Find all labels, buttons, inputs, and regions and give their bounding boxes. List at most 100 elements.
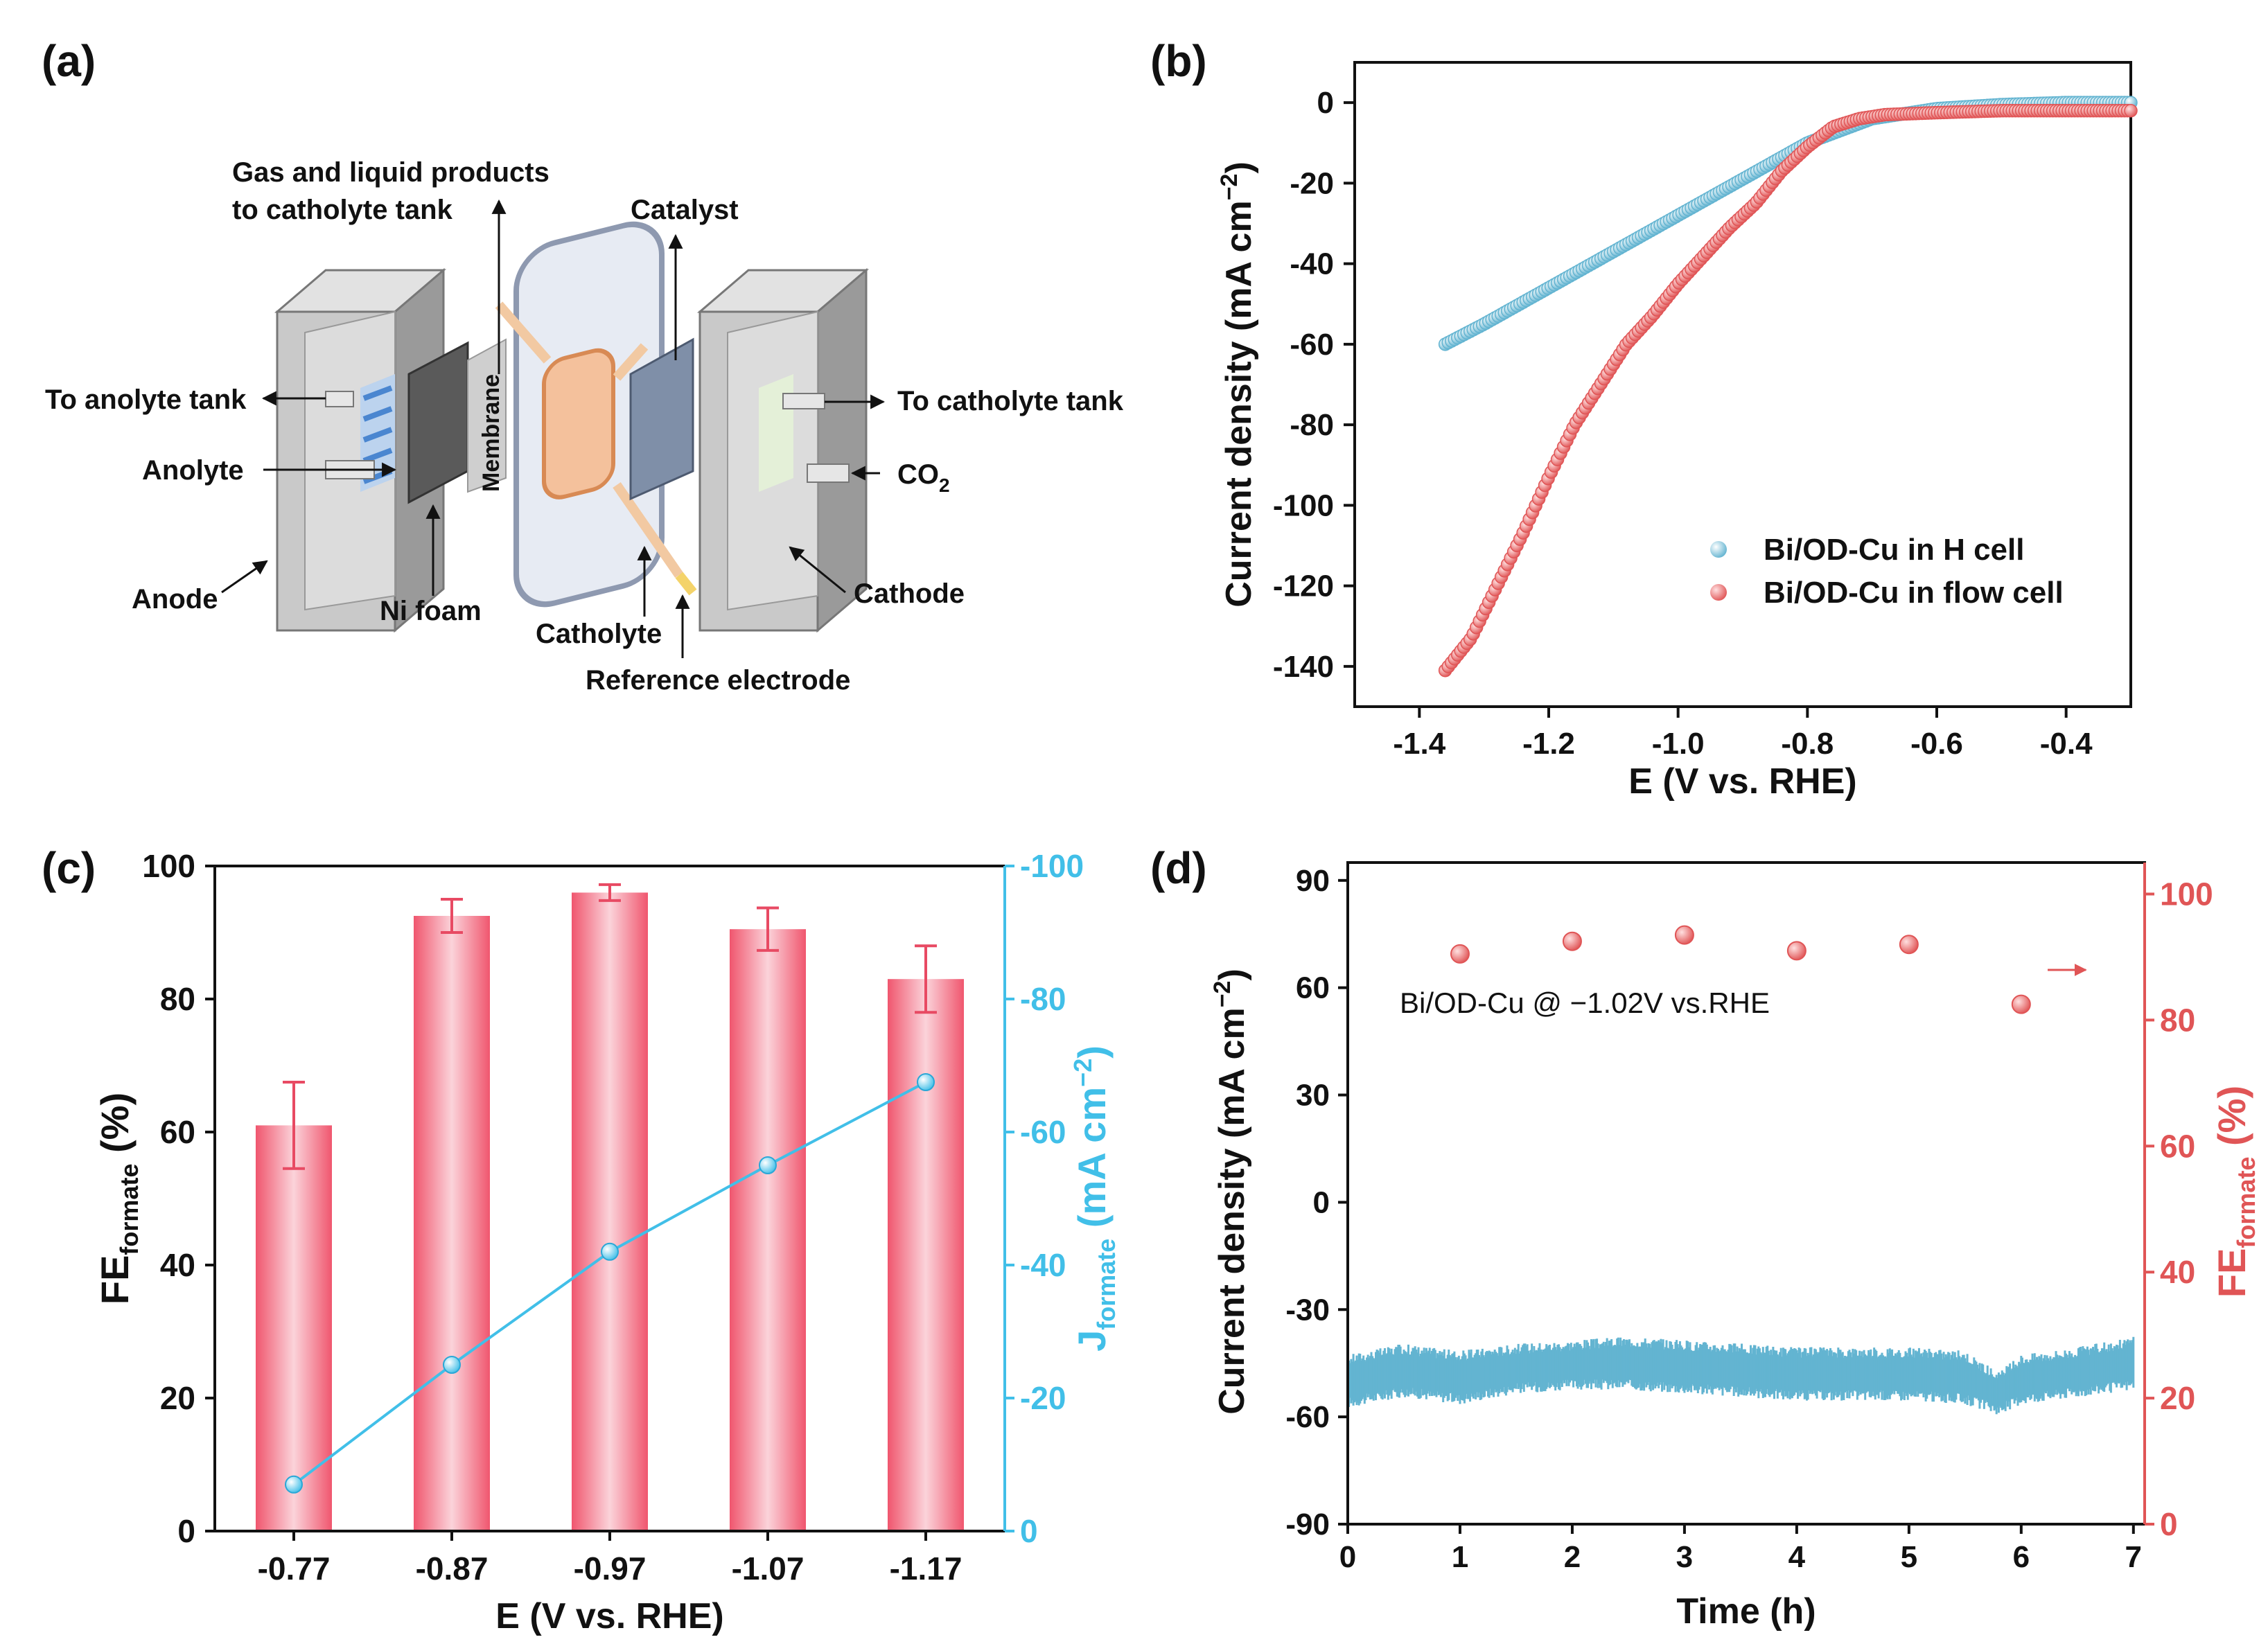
fe-y-axis-label: FEformate (%) — [93, 1093, 143, 1305]
fe-x-tick-label: -0.77 — [258, 1550, 331, 1586]
lsv-y-tick-label: -40 — [1290, 247, 1334, 281]
catholyte-outlet-port — [782, 393, 825, 409]
fe-formate-point — [1899, 935, 1919, 955]
stability-plot-frame — [1346, 861, 2146, 1526]
lsv-y-axis-label: Current density (mA cm−2) — [1216, 161, 1259, 608]
lsv-x-tick-label: -0.4 — [2040, 727, 2093, 761]
lsv-x-tick-label: -0.6 — [1910, 727, 1963, 761]
label-anode: Anode — [132, 584, 218, 615]
fe-bar — [414, 916, 490, 1531]
fe-y-tick-label: 100 — [142, 848, 195, 884]
fe-y-tick-label: 80 — [160, 981, 195, 1017]
fe-y-tick-label: 40 — [160, 1247, 195, 1283]
j-formate-point — [285, 1475, 303, 1494]
current-density-trace — [1346, 1336, 2135, 1415]
lsv-plot-frame — [1353, 61, 2132, 708]
stability-y-tick-label: 0 — [1313, 1185, 1330, 1219]
label-to-anolyte: To anolyte tank — [45, 385, 247, 415]
legend-marker-h-cell — [1710, 541, 1727, 558]
j-formate-point — [759, 1156, 777, 1174]
flow-cell-schematic: Gas and liquid products to catholyte tan… — [45, 157, 1124, 696]
catalyst-gdl — [629, 337, 694, 501]
stability-x-tick-label: 5 — [1901, 1540, 1917, 1574]
label-catalyst: Catalyst — [631, 195, 739, 225]
fe-x-tick-label: -1.07 — [732, 1550, 805, 1586]
lsv-x-tick-label: -1.2 — [1522, 727, 1575, 761]
j-formate-point — [443, 1356, 461, 1374]
label-ni-foam: Ni foam — [380, 596, 482, 626]
stability-y-axis-label: Current density (mA cm−2) — [1209, 969, 1252, 1415]
stability-y2-axis-label: FEformate (%) — [2210, 1086, 2260, 1298]
j-y-tick-label: -100 — [1020, 848, 1084, 884]
fe-bar — [256, 1125, 332, 1531]
fe-formate-point — [1786, 941, 1807, 961]
panel-label-a: (a) — [42, 36, 96, 86]
j-y-axis-label: Jformate (mA cm−2) — [1069, 1045, 1120, 1352]
lsv-x-tick-label: -1.0 — [1652, 727, 1705, 761]
j-y-tick-label: -80 — [1020, 981, 1066, 1017]
panel-label-b: (b) — [1150, 36, 1207, 86]
stability-y2-tick-label: 20 — [2160, 1380, 2195, 1416]
stability-y-tick-label: -90 — [1285, 1508, 1330, 1541]
stability-y2-tick-label: 100 — [2160, 876, 2213, 912]
fe-bar-group — [572, 883, 648, 1531]
label-products-line1: Gas and liquid products — [232, 157, 550, 188]
j-formate-point — [917, 1073, 935, 1091]
fe-bar-chart: -0.77 -0.87 -0.97 -1.07 -1.17 0 20 40 60 80 100 0 -2… — [93, 848, 1120, 1636]
fe-x-tick-label: -0.87 — [416, 1550, 489, 1586]
stability-x-tick-label: 7 — [2125, 1540, 2142, 1574]
stability-y2-tick-label: 0 — [2160, 1506, 2178, 1542]
fe-formate-point — [1674, 925, 1694, 945]
lsv-series-h-cell — [1438, 96, 2138, 351]
stability-y-tick-label: -30 — [1285, 1293, 1330, 1327]
lsv-x-tick-label: -1.4 — [1393, 727, 1445, 761]
fe-bar — [730, 929, 806, 1531]
stability-x-tick-label: 0 — [1339, 1540, 1356, 1574]
fe-bar-group — [256, 1081, 332, 1531]
fe-y-tick-label: 20 — [160, 1380, 195, 1416]
lsv-x-axis-label: E (V vs. RHE) — [1628, 761, 1856, 802]
stability-y-tick-label: 60 — [1296, 971, 1330, 1005]
lsv-y-tick-label: -20 — [1290, 166, 1334, 200]
label-reference-electrode: Reference electrode — [586, 665, 850, 696]
lsv-y-tick-label: -60 — [1290, 328, 1334, 362]
lsv-legend: Bi/OD-Cu in H cell Bi/OD-Cu in flow cell — [1710, 533, 2064, 610]
catholyte-chamber — [495, 221, 697, 608]
stability-y2-tick-label: 80 — [2160, 1002, 2195, 1038]
stability-x-axis-label: Time (h) — [1676, 1591, 1816, 1632]
stability-x-tick-label: 3 — [1676, 1540, 1693, 1574]
legend-label-h-cell: Bi/OD-Cu in H cell — [1764, 533, 2024, 567]
legend-marker-flow-cell — [1710, 584, 1727, 601]
stability-x-tick-label: 1 — [1452, 1540, 1468, 1574]
stability-x-tick-label: 2 — [1564, 1540, 1581, 1574]
fe-y-tick-label: 0 — [177, 1513, 195, 1549]
fe-x-tick-label: -1.17 — [890, 1550, 962, 1586]
cathode-arrow — [789, 546, 846, 594]
stability-y2-tick-label: 40 — [2160, 1254, 2195, 1290]
lsv-y-tick-label: -80 — [1290, 408, 1334, 442]
fe-formate-point — [1450, 944, 1470, 964]
stability-y-tick-label: -60 — [1285, 1400, 1330, 1434]
j-y-tick-label: 0 — [1020, 1513, 1038, 1549]
lsv-chart: -1.4 -1.2 -1.0 -0.8 -0.6 -0.4 0 -20 -40 -60 -80 -10… — [1216, 61, 2138, 802]
stability-y-tick-label: 30 — [1296, 1079, 1330, 1113]
label-catholyte: Catholyte — [536, 619, 662, 649]
lsv-data-point — [2124, 104, 2138, 118]
label-membrane: Membrane — [478, 374, 504, 492]
label-anolyte: Anolyte — [142, 455, 244, 486]
label-co2: CO2 — [897, 459, 950, 496]
lsv-y-tick-label: 0 — [1317, 86, 1334, 120]
stability-chart: 0 1 2 3 4 5 6 7 -90 -60 -30 0 30 60 90 0 20 40 60 80 100 Tim… — [1209, 861, 2260, 1632]
fe-x-tick-label: -0.97 — [574, 1550, 647, 1586]
anode-arrow — [221, 560, 268, 594]
lsv-series-flow-cell — [1438, 104, 2138, 678]
j-y-tick-label: -60 — [1020, 1114, 1066, 1150]
lsv-y-tick-label: -100 — [1273, 488, 1334, 522]
label-to-catholyte: To catholyte tank — [897, 386, 1124, 416]
fe-bar — [888, 979, 964, 1531]
fe-bar-group — [730, 906, 806, 1531]
panel-label-d: (d) — [1150, 843, 1207, 893]
stability-x-tick-label: 6 — [2013, 1540, 2030, 1574]
fe-bar — [572, 892, 648, 1531]
